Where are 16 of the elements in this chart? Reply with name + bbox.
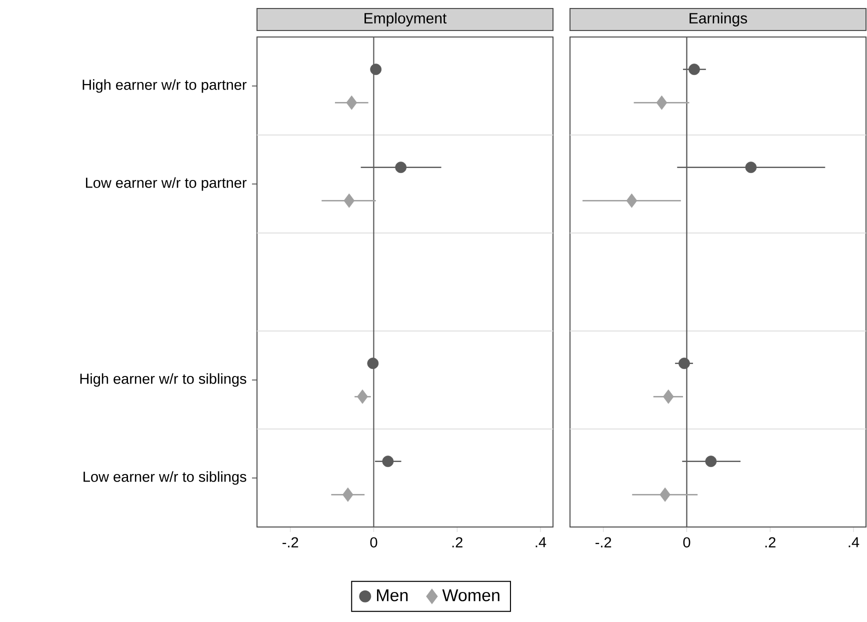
y-tick-label: High earner w/r to partner: [82, 79, 247, 93]
x-tick-label: .4: [848, 537, 860, 548]
y-tick-label: High earner w/r to siblings: [80, 373, 246, 387]
chart-title: Earnings: [690, 12, 748, 26]
x-tick-label: .4: [536, 537, 546, 548]
x-tick-label: 0: [683, 537, 690, 548]
legend-label: Men: [377, 589, 408, 602]
x-tick-label: 0: [370, 537, 378, 548]
x-tick-label: -.2: [596, 537, 612, 548]
chart-title: Employment: [364, 12, 447, 26]
x-tick-label: .2: [452, 537, 462, 548]
y-tick-label: Low earner w/r to siblings: [84, 471, 246, 485]
y-tick-label: Low earner w/r to partner: [86, 177, 247, 191]
x-tick-label: .2: [765, 537, 776, 548]
x-tick-label: -.2: [282, 537, 298, 548]
legend-label: Women: [442, 589, 500, 602]
